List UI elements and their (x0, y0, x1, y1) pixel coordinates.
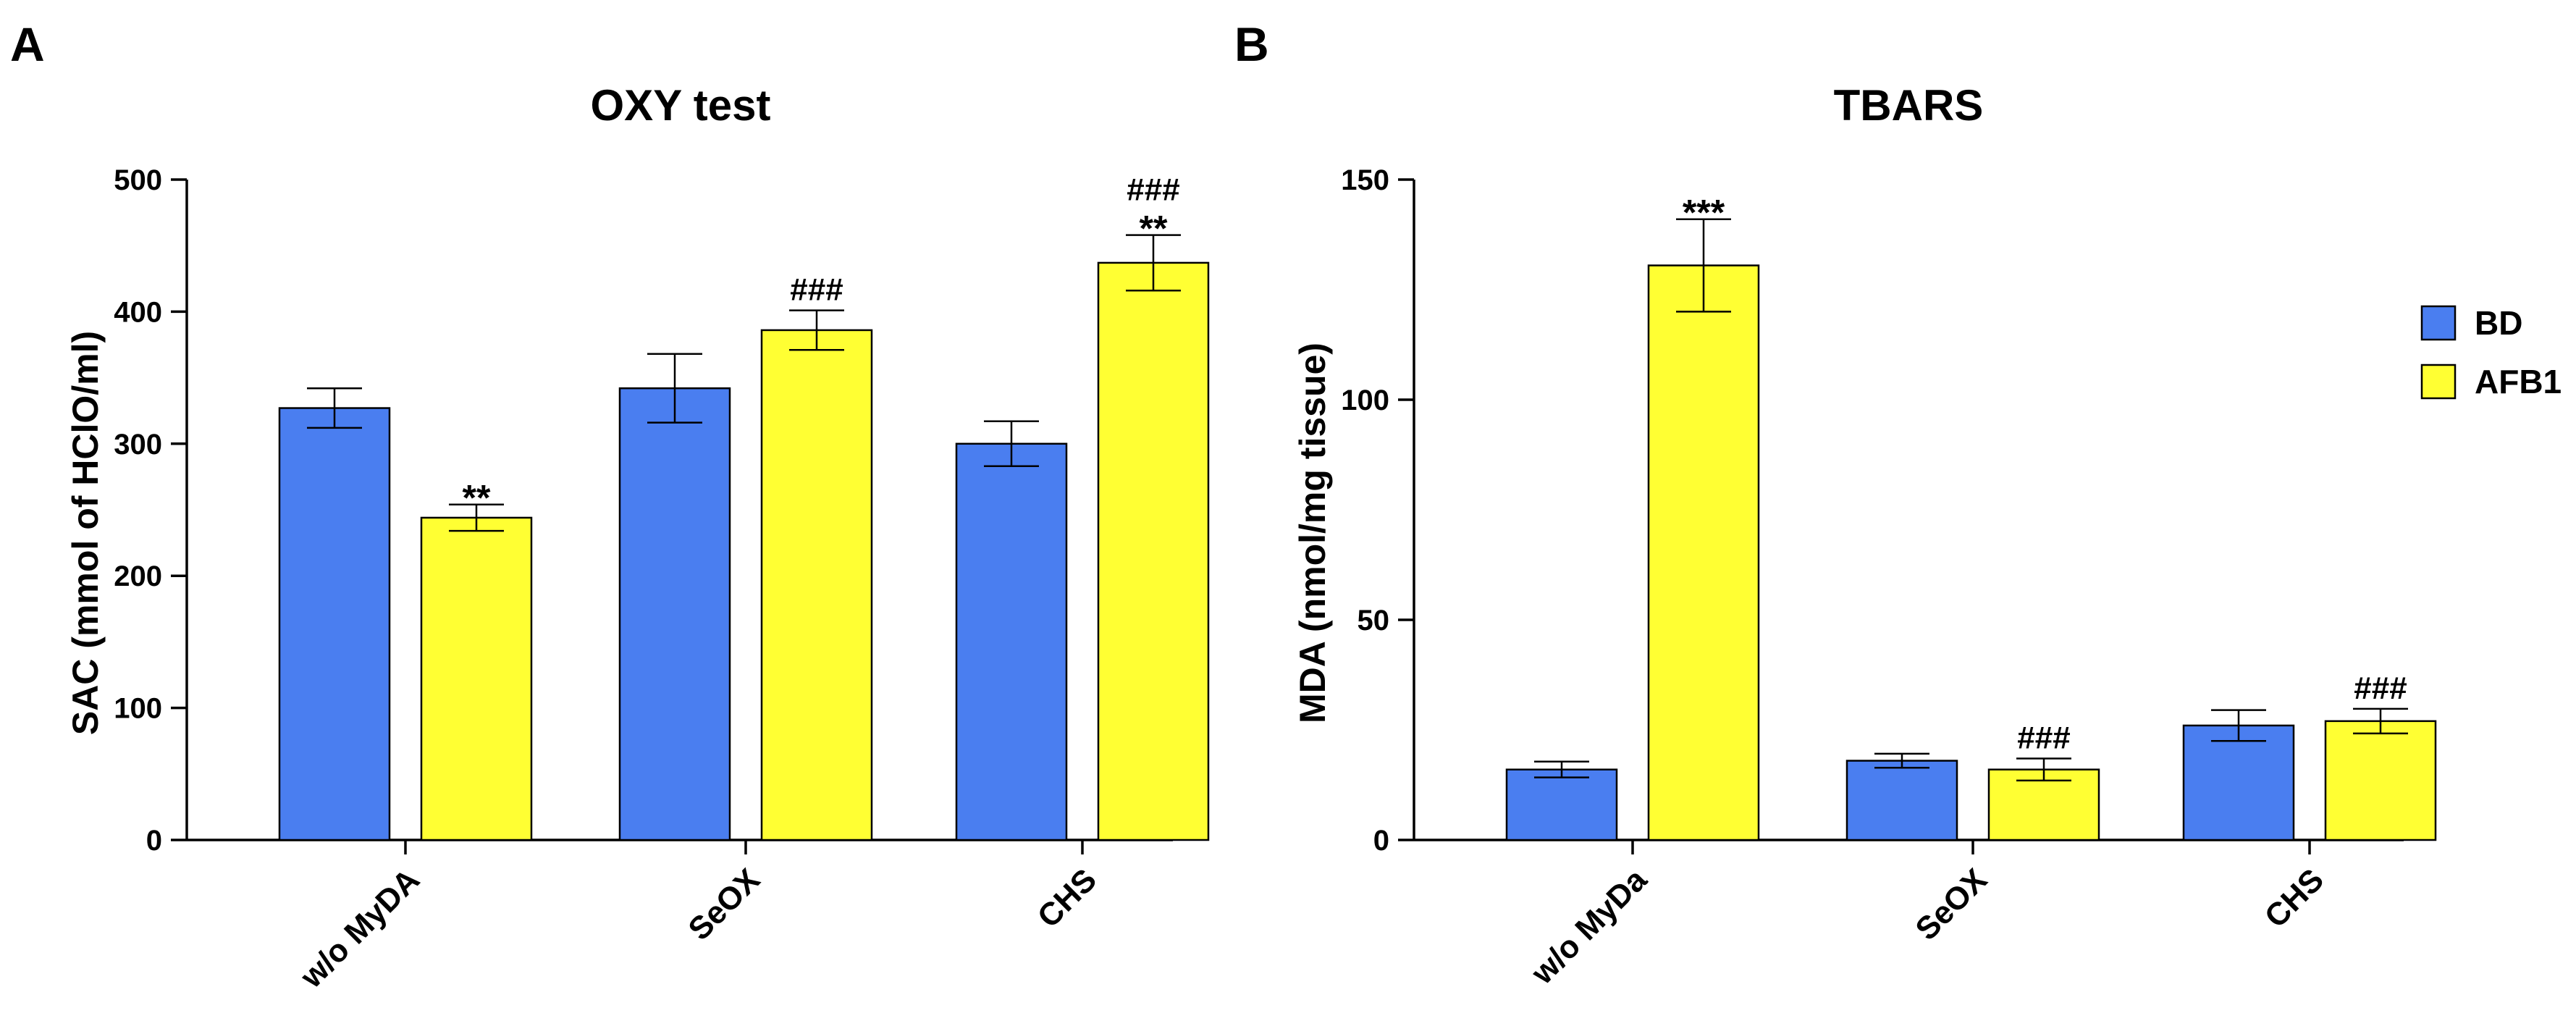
y-tick-label-b: 50 (1358, 605, 1390, 636)
legend-swatch-afb1 (2420, 364, 2457, 400)
x-tick-label-a: w/o MyDA (293, 862, 426, 995)
chart-title-tbars: TBARS (1834, 81, 1984, 130)
y-tick-label-a: 300 (114, 429, 162, 461)
bar-bd-a (278, 407, 391, 841)
y-axis-title-b: MDA (nmol/mg tissue) (1292, 343, 1333, 723)
plot-area-b: 0 50 100 150 w/o MyDa SeOX CHS *** ### ### (1341, 164, 2437, 991)
x-tick-label-b: w/o MyDa (1524, 862, 1654, 991)
bar-afb1-b (1647, 264, 1760, 841)
legend: BD AFB1 (2420, 304, 2562, 400)
chart-title-oxy: OXY test (591, 81, 771, 130)
bar-afb1-a (420, 516, 533, 841)
significance-label-a: ### (790, 272, 843, 308)
significance-label-a: ** (463, 478, 491, 518)
y-tick-label-b: 100 (1341, 385, 1389, 416)
bar-bd-a (955, 442, 1068, 841)
x-tick-label-a: CHS (1031, 862, 1103, 934)
y-tick-label-a: 400 (114, 296, 162, 328)
legend-label-bd: BD (2475, 304, 2522, 342)
bar-afb1-a (760, 329, 873, 841)
panel-b: B TBARS MDA (nmol/mg tissue) 0 50 100 150 w/… (1234, 17, 2437, 991)
y-tick-label-a: 100 (114, 693, 162, 725)
panel-label-a: A (10, 17, 45, 71)
bar-bd-a (618, 387, 731, 841)
significance-label-a: ** (1140, 209, 1168, 249)
x-tick-label-b: CHS (2258, 862, 2331, 934)
panel-label-b: B (1234, 17, 1269, 71)
significance-label-b: *** (1683, 193, 1725, 233)
x-tick-label-a: SeOX (681, 862, 767, 947)
legend-label-afb1: AFB1 (2475, 363, 2562, 400)
y-tick-label-b: 150 (1341, 164, 1389, 196)
y-axis-title-a: SAC (mmol of HClO/ml) (65, 331, 106, 735)
bar-bd-b (1505, 768, 1618, 841)
y-tick-label-a: 0 (146, 825, 162, 857)
bar-afb1-b (2324, 720, 2437, 841)
significance-label-a: ### (1127, 172, 1179, 208)
x-tick-label-b: SeOX (1908, 862, 1994, 947)
y-tick-label-a: 200 (114, 560, 162, 592)
legend-swatch-bd (2420, 305, 2457, 341)
y-tick-label-a: 500 (114, 164, 162, 196)
y-tick-label-b: 0 (1373, 825, 1389, 857)
panel-a: A OXY test SAC (mmol of HClO/ml) 0 100 200… (10, 17, 1210, 995)
bar-afb1-a (1097, 261, 1210, 841)
bar-bd-b (1845, 760, 1958, 841)
bar-bd-b (2182, 724, 2295, 841)
significance-label-b: ### (2354, 671, 2407, 706)
significance-label-b: ### (2017, 720, 2070, 756)
